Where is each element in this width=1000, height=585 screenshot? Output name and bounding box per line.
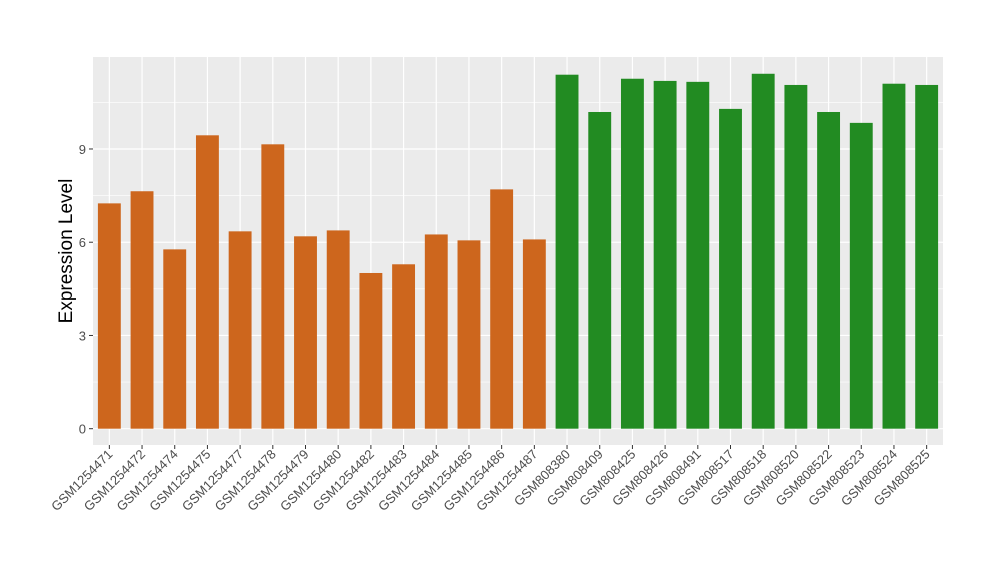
bar-GSM1254484 bbox=[424, 234, 448, 429]
bar-GSM808517 bbox=[719, 108, 742, 429]
bar-GSM1254474 bbox=[163, 249, 187, 429]
bar-GSM1254485 bbox=[457, 240, 481, 429]
bar-GSM808524 bbox=[882, 83, 906, 429]
bar-GSM1254479 bbox=[294, 236, 317, 429]
bar-GSM1254478 bbox=[261, 144, 285, 429]
bar-GSM808518 bbox=[751, 73, 775, 429]
bar-GSM1254477 bbox=[228, 231, 252, 429]
bar-GSM1254486 bbox=[490, 189, 514, 429]
y-tick-label: 3 bbox=[79, 328, 86, 343]
bar-GSM808520 bbox=[784, 84, 808, 429]
bar-GSM808491 bbox=[686, 81, 710, 429]
bar-GSM1254487 bbox=[522, 239, 546, 429]
bar-GSM1254475 bbox=[195, 135, 219, 429]
bar-GSM808380 bbox=[555, 74, 579, 429]
bar-GSM808525 bbox=[915, 84, 939, 429]
bar-GSM808426 bbox=[653, 80, 677, 429]
bar-GSM1254483 bbox=[392, 264, 416, 429]
y-tick-label: 0 bbox=[79, 422, 86, 437]
y-tick-label: 6 bbox=[79, 235, 86, 250]
bar-GSM808425 bbox=[620, 78, 644, 429]
bar-GSM1254471 bbox=[97, 203, 121, 429]
y-tick-label: 9 bbox=[79, 142, 86, 157]
bar-GSM808409 bbox=[588, 111, 612, 429]
plot-panel bbox=[93, 57, 943, 445]
bar-GSM1254480 bbox=[326, 230, 350, 429]
bar-GSM1254472 bbox=[130, 191, 154, 429]
bar-GSM1254482 bbox=[359, 272, 383, 429]
bar-GSM808523 bbox=[849, 122, 873, 429]
bar-GSM808522 bbox=[817, 111, 841, 429]
y-axis-label: Expression Level bbox=[56, 179, 77, 324]
